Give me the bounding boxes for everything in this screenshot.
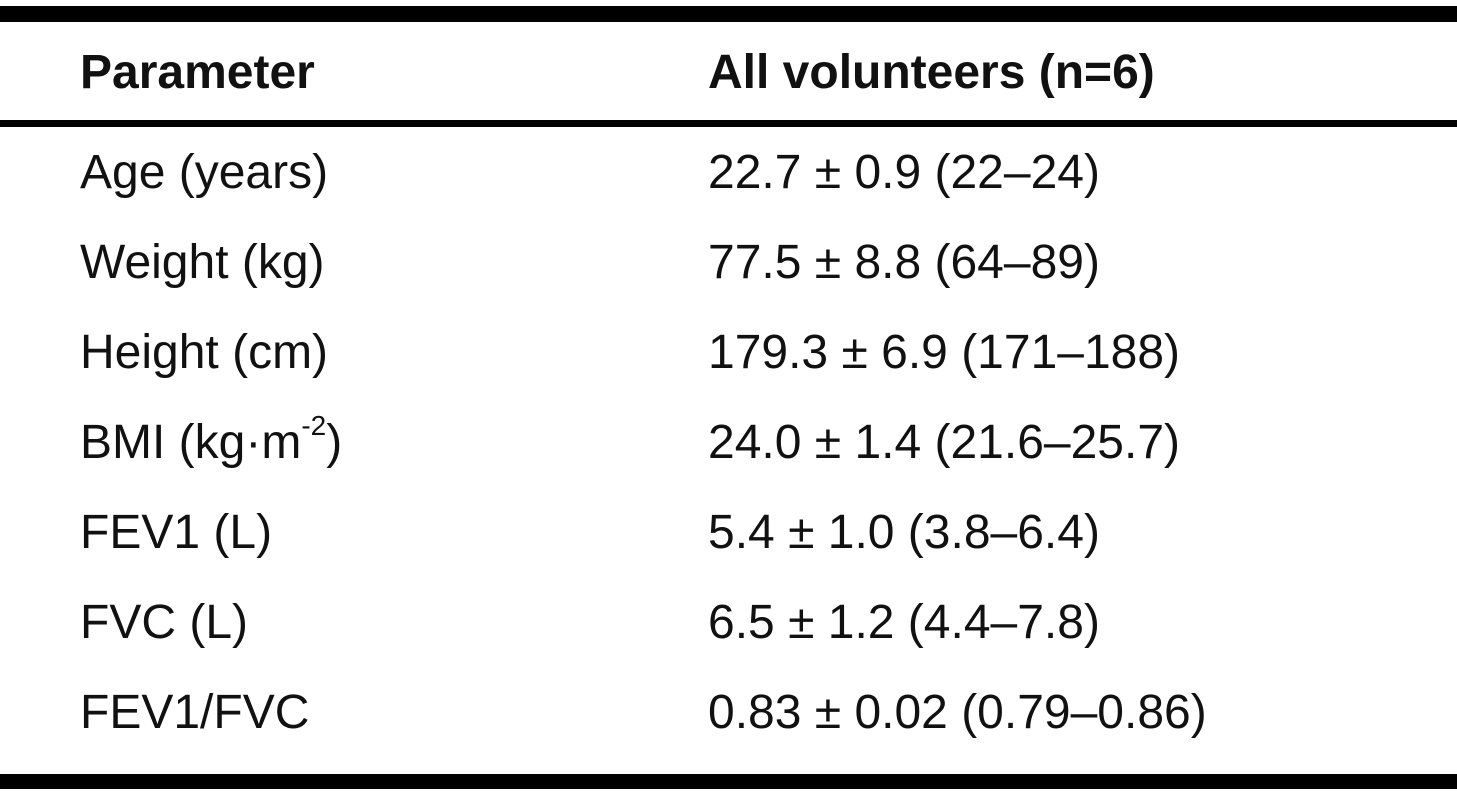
row-value: 5.4 ± 1.0 (3.8–6.4) [708, 506, 1100, 559]
bmi-exponent: -2 [301, 410, 327, 441]
row-value: 22.7 ± 0.9 (22–24) [708, 146, 1100, 199]
bmi-label: BMI (kg·m [80, 416, 302, 469]
row-parameter: FEV1/FVC [80, 686, 310, 739]
row-value: 6.5 ± 1.2 (4.4–7.8) [708, 596, 1100, 649]
header-all-volunteers: All volunteers (n=6) [708, 46, 1155, 99]
row-value: 0.83 ± 0.02 (0.79–0.86) [708, 686, 1207, 739]
bmi-label-close: ) [326, 416, 343, 469]
table-header-rule [0, 120, 1457, 127]
table-bottom-rule [0, 774, 1457, 789]
header-parameter: Parameter [80, 46, 315, 99]
row-parameter: Age (years) [80, 146, 329, 199]
row-parameter: Weight (kg) [80, 236, 325, 289]
table-top-rule [0, 6, 1457, 22]
row-parameter: Height (cm) [80, 326, 329, 379]
row-parameter: FEV1 (L) [80, 506, 273, 559]
row-parameter: BMI (kg·m-2) [80, 410, 343, 473]
row-value: 77.5 ± 8.8 (64–89) [708, 236, 1100, 289]
row-value: 24.0 ± 1.4 (21.6–25.7) [708, 416, 1181, 469]
row-value: 179.3 ± 6.9 (171–188) [708, 326, 1181, 379]
row-parameter: FVC (L) [80, 596, 248, 649]
